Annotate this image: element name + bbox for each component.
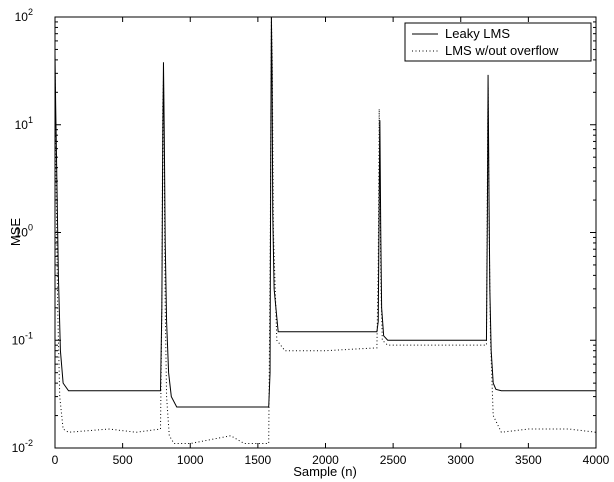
legend: Leaky LMS LMS w/out overflow (404, 22, 592, 62)
y-axis-label: MSE (8, 218, 23, 247)
y-tick-label: 10-1 (12, 330, 33, 347)
x-tick-label: 0 (52, 453, 59, 467)
y-tick-label: 101 (15, 115, 33, 132)
x-axis: 0 500 1000 1500 2000 2500 3000 3500 4000 (52, 17, 610, 467)
x-tick-label: 3500 (515, 453, 542, 467)
x-tick-label: 4000 (583, 453, 610, 467)
y-tick-label: 102 (15, 7, 33, 24)
y-tick-label: 10-2 (12, 438, 33, 455)
legend-box (404, 22, 592, 62)
x-tick-label: 1500 (245, 453, 272, 467)
legend-label-leaky-lms: Leaky LMS (445, 26, 510, 41)
x-tick-label: 1000 (177, 453, 204, 467)
axes-box (54, 16, 597, 449)
x-axis-label: Sample (n) (293, 464, 357, 479)
x-tick-label: 500 (113, 453, 133, 467)
legend-label-lms-without-overflow: LMS w/out overflow (445, 43, 559, 58)
y-axis: 10-2 10-1 100 101 102 (12, 7, 596, 455)
series-layer (54, 16, 597, 445)
y-tick-label: 100 (15, 223, 33, 240)
plot-frame (54, 16, 597, 449)
x-tick-label: 2500 (380, 453, 407, 467)
x-tick-label: 2000 (312, 453, 339, 467)
x-tick-label: 3000 (447, 453, 474, 467)
